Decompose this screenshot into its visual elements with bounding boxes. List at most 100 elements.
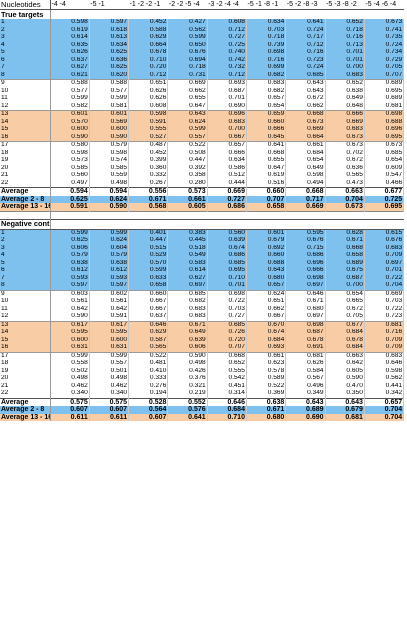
value-cell: 0.668	[325, 244, 365, 252]
value-cell: 0.723	[285, 56, 326, 64]
value-cell: 0.696	[364, 126, 405, 134]
value-cell: 0.664	[128, 41, 169, 49]
value-cell: 0.639	[207, 237, 247, 245]
value-cell: 0.663	[325, 351, 365, 360]
row-label: 4	[0, 41, 51, 49]
value-cell: 0.560	[50, 172, 90, 180]
value-cell: 0.638	[50, 259, 90, 267]
value-cell: 0.720	[128, 64, 169, 72]
value-cell: 0.350	[325, 390, 365, 398]
value-cell: 0.652	[325, 19, 365, 27]
table-row: 3 0.614 0.613 0.629 0.599 0.727 0.718 0.717 0.71…	[0, 34, 405, 42]
table-row: 7 0.627 0.625 0.720 0.718 0.732 0.699 0.724 0.70…	[0, 64, 405, 72]
column-header: -5 -2 -8 -3	[285, 0, 326, 10]
value-cell: 0.652	[207, 360, 247, 368]
value-cell: 0.701	[364, 267, 405, 275]
value-cell: 0.358	[167, 172, 208, 180]
value-cell: 0.392	[167, 164, 208, 172]
value-cell: 0.590	[50, 133, 90, 142]
value-cell: 0.549	[167, 252, 208, 260]
value-cell: 0.276	[128, 382, 169, 390]
average-row: Average 0.575 0.575 0.528 0.552 0.646 0.638 0.6…	[0, 397, 405, 406]
value-cell: 0.627	[167, 274, 208, 282]
average-value: 0.689	[285, 406, 326, 414]
value-cell: 0.496	[285, 382, 326, 390]
value-cell: 0.599	[50, 351, 90, 360]
value-cell: 0.542	[207, 375, 247, 383]
value-cell: 0.501	[89, 367, 130, 375]
value-cell: 0.588	[128, 26, 169, 34]
average-value: 0.673	[325, 203, 365, 211]
value-cell: 0.588	[50, 79, 90, 88]
value-cell: 0.614	[50, 34, 90, 42]
average-value: 0.643	[325, 397, 365, 406]
value-cell: 0.516	[246, 179, 287, 188]
value-cell: 0.685	[207, 259, 247, 267]
value-cell: 0.682	[167, 298, 208, 306]
value-cell: 0.561	[89, 298, 130, 306]
average-value: 0.710	[207, 413, 247, 421]
value-cell: 0.590	[325, 375, 365, 383]
value-cell: 0.654	[246, 102, 287, 111]
value-cell: 0.680	[285, 305, 326, 313]
value-cell: 0.601	[50, 110, 90, 119]
value-cell: 0.718	[325, 26, 365, 34]
value-cell: 0.603	[50, 289, 90, 298]
value-cell: 0.682	[246, 87, 287, 95]
spacer-cell	[207, 210, 247, 219]
value-cell: 0.658	[325, 252, 365, 260]
value-cell: 0.600	[89, 126, 130, 134]
value-cell: 0.674	[207, 244, 247, 252]
table-row: 21 0.560 0.559 0.332 0.358 0.512 0.619 0.598 0.5…	[0, 172, 405, 180]
average-value: 0.669	[285, 203, 326, 211]
row-label: 13	[0, 110, 51, 119]
table-row: 8 0.621 0.620 0.712 0.731 0.712 0.682 0.685 0.68…	[0, 71, 405, 80]
value-cell: 0.562	[167, 26, 208, 34]
table-row: 18 0.598 0.598 0.452 0.508 0.666 0.668 0.684 0.7…	[0, 149, 405, 157]
value-cell: 0.734	[364, 49, 405, 57]
value-cell: 0.684	[325, 329, 365, 337]
value-cell: 0.694	[167, 56, 208, 64]
value-cell: 0.716	[364, 329, 405, 337]
table-row: 20 0.498 0.498 0.333 0.376 0.542 0.589 0.567 0.5…	[0, 375, 405, 383]
table-row: 17 0.599 0.599 0.522 0.590 0.668 0.661 0.681 0.6…	[0, 351, 405, 360]
value-cell: 0.668	[246, 149, 287, 157]
value-cell: 0.399	[128, 157, 169, 165]
value-cell: 0.666	[285, 267, 326, 275]
row-label: 20	[0, 164, 51, 172]
value-cell: 0.444	[207, 179, 247, 188]
column-header: -3 -2 -4 -4	[207, 0, 247, 10]
value-cell: 0.641	[246, 141, 287, 150]
section-title-filler	[325, 218, 365, 230]
value-cell: 0.672	[325, 305, 365, 313]
value-cell: 0.654	[285, 157, 326, 165]
value-cell: 0.565	[128, 344, 169, 352]
table-row: 13 0.601 0.601 0.598 0.643 0.696 0.659 0.668 0.6…	[0, 110, 405, 119]
value-cell: 0.695	[207, 267, 247, 275]
spacer-cell	[246, 210, 286, 219]
value-cell: 0.693	[246, 344, 287, 352]
value-cell: 0.735	[364, 34, 405, 42]
value-cell: 0.712	[207, 26, 247, 34]
table-row: 11 0.642 0.642 0.667 0.683 0.703 0.662 0.680 0.6…	[0, 305, 405, 313]
value-cell: 0.716	[285, 49, 326, 57]
value-cell: 0.723	[364, 313, 405, 321]
value-cell: 0.673	[285, 118, 326, 126]
value-cell: 0.715	[285, 244, 326, 252]
value-cell: 0.717	[285, 34, 326, 42]
value-cell: 0.598	[89, 149, 130, 157]
value-cell: 0.716	[325, 34, 365, 42]
value-cell: 0.718	[246, 34, 287, 42]
value-cell: 0.609	[364, 164, 405, 172]
table-row: 10 0.561 0.561 0.667 0.682 0.722 0.651 0.671 0.6…	[0, 298, 405, 306]
row-label: 12	[0, 313, 51, 321]
value-cell: 0.508	[167, 149, 208, 157]
column-header: -5 -1 -8 -1	[246, 0, 286, 10]
column-header: -1 -2 -2 -1	[128, 0, 168, 10]
value-cell: 0.643	[167, 110, 208, 119]
column-header: -2 -2 -5 -4	[167, 0, 208, 10]
value-cell: 0.445	[167, 237, 208, 245]
average-value: 0.704	[364, 406, 405, 414]
value-cell: 0.589	[246, 375, 287, 383]
row-label: 14	[0, 118, 51, 126]
